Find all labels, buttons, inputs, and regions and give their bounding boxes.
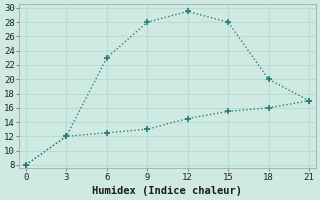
X-axis label: Humidex (Indice chaleur): Humidex (Indice chaleur) — [92, 186, 243, 196]
